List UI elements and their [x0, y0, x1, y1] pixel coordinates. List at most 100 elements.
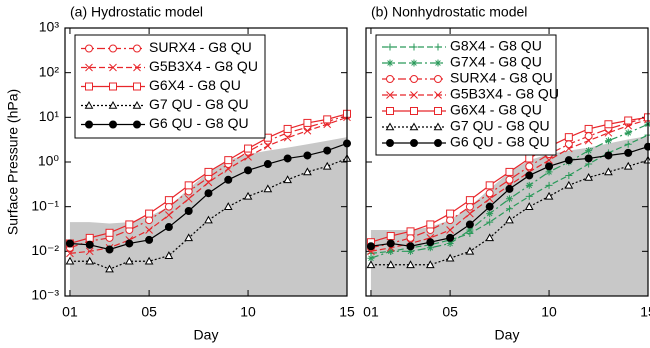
marker [564, 156, 573, 165]
marker [145, 235, 154, 244]
legend-label: G8X4 - G8 QU [450, 38, 542, 54]
marker [465, 202, 474, 211]
marker [505, 195, 513, 203]
marker [486, 218, 494, 226]
marker [303, 126, 312, 135]
marker [446, 216, 455, 225]
legend-label: G6 QU - G8 QU [450, 134, 550, 150]
legend-marker [386, 75, 394, 83]
plot-frame [365, 27, 649, 297]
legend-marker [133, 63, 141, 72]
series-line [69, 157, 348, 270]
legend-marker [132, 100, 142, 109]
x-tick-label: 15 [339, 304, 355, 320]
marker [584, 154, 593, 163]
marker [184, 233, 194, 242]
y-tick-label: 10⁻³ [31, 287, 59, 303]
legend-label: SURX4 - G8 QU [450, 70, 553, 86]
marker [505, 175, 514, 184]
marker [525, 171, 534, 180]
marker [387, 247, 395, 255]
marker [624, 140, 632, 148]
marker [85, 240, 94, 249]
marker [263, 184, 273, 193]
legend-marker [410, 75, 418, 83]
legend-marker [109, 44, 117, 53]
marker [465, 196, 474, 205]
x-tick-label: 10 [240, 304, 256, 320]
legend-marker [434, 107, 442, 115]
legend-marker [434, 139, 442, 147]
legend-label: G5B3X4 - G8 QU [450, 86, 559, 102]
marker [466, 226, 474, 234]
legend-marker [133, 120, 141, 129]
marker [406, 260, 415, 269]
legend-marker [386, 59, 394, 67]
marker [263, 141, 272, 150]
marker [426, 220, 435, 229]
marker [604, 128, 613, 137]
marker [585, 147, 593, 155]
legend-marker [385, 122, 395, 131]
legend-marker [109, 63, 117, 72]
legend-marker [84, 100, 94, 109]
marker [445, 253, 455, 262]
legend-marker [410, 107, 418, 115]
legend-label: G7 QU - G8 QU [450, 118, 550, 134]
marker [624, 116, 633, 125]
marker [465, 220, 474, 229]
marker [485, 202, 494, 211]
marker [604, 137, 612, 145]
marker [525, 192, 533, 200]
marker [624, 129, 632, 137]
y-tick-label: 10¹ [39, 108, 60, 124]
legend-marker [85, 63, 93, 72]
legend-marker [409, 122, 419, 131]
y-tick-label: 10² [39, 63, 60, 79]
marker [564, 144, 573, 153]
marker [224, 156, 233, 165]
marker [303, 118, 312, 127]
marker [545, 168, 553, 176]
marker [144, 256, 154, 265]
marker [564, 180, 574, 189]
marker [243, 191, 253, 200]
marker [105, 245, 114, 254]
marker [565, 171, 573, 179]
x-tick-label: 05 [141, 304, 157, 320]
marker [367, 254, 375, 262]
marker [283, 124, 292, 133]
marker [303, 151, 312, 160]
y-tick-label: 10⁻¹ [31, 197, 59, 213]
marker [485, 194, 494, 203]
legend-marker [434, 59, 442, 67]
marker [584, 172, 593, 181]
legend-label: G7X4 - G8 QU [450, 54, 542, 70]
series-line [69, 114, 348, 249]
x-tick-label: 01 [363, 304, 379, 320]
legend-box [375, 34, 557, 156]
marker [644, 142, 650, 151]
legend-marker [410, 91, 418, 99]
legend-marker [386, 139, 394, 147]
marker [544, 191, 554, 200]
series-line [69, 116, 348, 254]
legend-marker [85, 82, 93, 91]
legend-marker [434, 91, 442, 99]
marker [545, 162, 554, 171]
y-tick-label: 10⁰ [38, 153, 60, 169]
plot-frame [64, 27, 348, 297]
marker [263, 160, 272, 169]
legend-marker [410, 139, 418, 147]
marker [366, 242, 375, 251]
marker [386, 239, 395, 248]
marker [124, 256, 134, 265]
marker [244, 166, 253, 175]
marker [505, 215, 514, 224]
marker [283, 133, 292, 142]
marker [425, 260, 435, 269]
marker [426, 244, 434, 252]
marker [524, 202, 534, 210]
panel-title: (a) Hydrostatic model [70, 4, 203, 20]
marker [105, 264, 114, 273]
